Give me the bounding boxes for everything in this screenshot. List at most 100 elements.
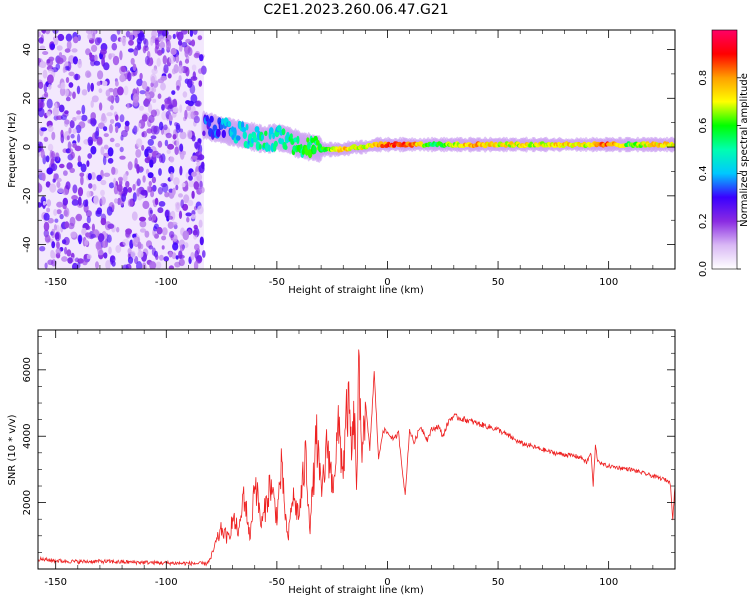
noise-blob [122, 238, 130, 247]
noise-blob [54, 218, 59, 223]
noise-blob [91, 95, 99, 103]
noise-blob [38, 31, 41, 37]
noise-blob [103, 62, 110, 71]
noise-blob [161, 235, 167, 241]
noise-blob [90, 145, 97, 155]
noise-blob [161, 227, 168, 236]
noise-blob [152, 98, 157, 103]
noise-blob [147, 148, 153, 153]
noise-blob [178, 250, 183, 259]
noise-blob [197, 254, 202, 262]
noise-blob [179, 143, 184, 152]
snr-x-ticks: -150 -100 -50 0 50 100 [44, 330, 676, 588]
noise-blob [41, 172, 46, 182]
noise-blob [46, 167, 53, 175]
noise-blob [56, 45, 63, 51]
noise-blob [149, 159, 154, 168]
trace-cell [276, 125, 282, 132]
noise-blob [167, 34, 172, 40]
noise-blob [43, 212, 50, 221]
noise-blob [66, 249, 72, 257]
noise-blob [91, 223, 95, 232]
noise-blob [45, 30, 51, 35]
spectrogram-frame [37, 29, 676, 270]
noise-blob [100, 48, 107, 55]
spectrogram-x-ticks: -150 -100 -50 0 50 100 [44, 30, 676, 288]
trace-cell [312, 145, 317, 155]
noise-blob [109, 119, 115, 124]
noise-blob [156, 57, 161, 67]
noise-blob [159, 254, 164, 261]
noise-blob [181, 41, 188, 48]
noise-blob [117, 176, 124, 182]
noise-blob [178, 210, 183, 219]
noise-blob [53, 156, 59, 162]
noise-blob [186, 216, 190, 223]
noise-blob [80, 175, 84, 186]
noise-blob [177, 65, 184, 74]
noise-blob [146, 93, 151, 99]
noise-blob [115, 95, 120, 104]
noise-blob [150, 109, 157, 117]
trace-cell [221, 129, 226, 139]
noise-blob [56, 201, 63, 208]
noise-blob [168, 251, 173, 258]
noise-blob [171, 252, 177, 260]
noise-blob [195, 171, 200, 177]
y-tick-label: -40 [22, 236, 33, 252]
noise-blob [80, 163, 87, 173]
trace-cell [307, 141, 311, 151]
noise-blob [71, 48, 78, 53]
noise-blob [155, 40, 160, 50]
noise-blob [139, 216, 146, 222]
noise-blob [148, 245, 154, 250]
noise-blob [163, 64, 169, 74]
noise-blob [141, 130, 148, 138]
noise-blob [94, 54, 98, 63]
noise-blob [53, 208, 58, 216]
noise-blob [148, 103, 153, 114]
noise-blob [87, 136, 94, 145]
noise-blob [70, 133, 75, 139]
noise-blob [63, 170, 68, 176]
noise-blob [47, 217, 54, 224]
noise-blob [51, 150, 55, 159]
noise-blob [38, 152, 41, 157]
noise-blob [100, 115, 108, 124]
noise-blob [56, 241, 60, 249]
noise-blob [119, 114, 125, 123]
noise-blob [178, 75, 182, 82]
noise-blob [62, 111, 69, 118]
noise-blob [197, 35, 203, 41]
noise-blob [180, 199, 184, 209]
spectrogram-y-label: Frequency (Hz) [7, 112, 18, 188]
noise-blob [93, 195, 99, 205]
noise-blob [191, 39, 196, 47]
noise-blob [161, 30, 169, 37]
noise-blob [144, 55, 150, 65]
noise-blob [39, 61, 47, 69]
noise-blob [178, 258, 185, 267]
noise-blob [57, 33, 65, 42]
noise-blob [161, 245, 165, 250]
noise-blob [141, 80, 148, 90]
noise-blob [132, 63, 137, 72]
noise-blob [175, 54, 180, 64]
noise-blob [179, 131, 187, 140]
noise-blob [142, 45, 147, 54]
noise-blob [59, 213, 64, 220]
noise-blob [56, 181, 61, 189]
noise-blob [76, 85, 81, 95]
x-tick-label: -150 [44, 577, 67, 588]
x-tick-label: 100 [599, 577, 618, 588]
noise-blob [147, 138, 154, 146]
noise-blob [77, 59, 83, 69]
noise-blob [172, 33, 176, 40]
noise-blob [173, 177, 180, 186]
x-tick-label: 100 [599, 277, 618, 288]
colorbar-tick-label: 0.8 [698, 70, 709, 86]
noise-blob [128, 39, 134, 46]
y-tick-label: 20 [22, 92, 33, 105]
noise-blob [155, 261, 162, 269]
noise-blob [110, 105, 114, 111]
